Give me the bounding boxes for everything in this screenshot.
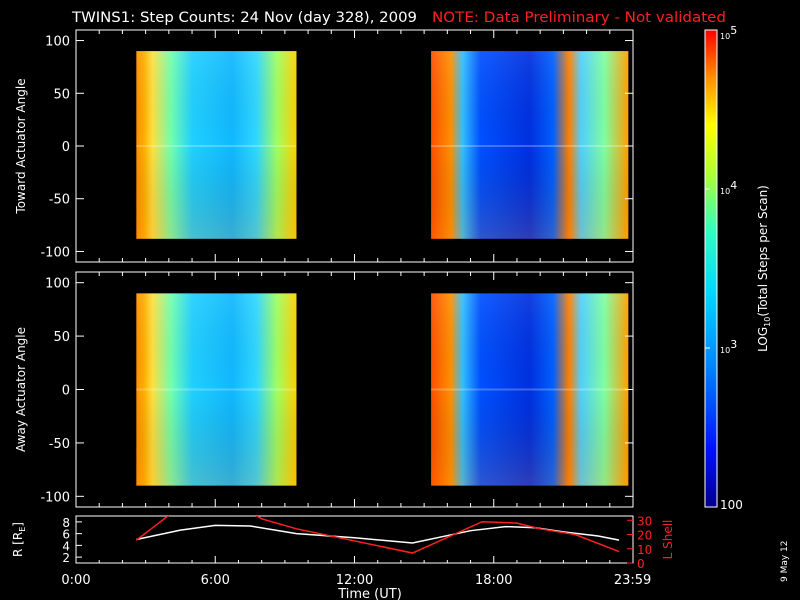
x-tick-label: 18:00 [475, 573, 512, 588]
orbit-series-lshell [135, 516, 620, 554]
panel-toward: 100 50 0 -50 -100 Toward Actuator Angle [14, 29, 634, 263]
heatmap-shading [136, 293, 297, 486]
orbit-left-label: R [RE] [11, 522, 27, 557]
y-axis-label: Toward Actuator Angle [14, 78, 28, 214]
colorbar-tick-label: 103 [720, 338, 737, 355]
time-axis: 0:00 6:00 12:00 18:00 23:59 [61, 556, 651, 588]
orbit-right-label: L Shell [661, 520, 675, 560]
orbit-left-tick-label: 6 [62, 528, 70, 542]
colorbar-scale [704, 29, 718, 508]
x-tick-label: 6:00 [201, 573, 230, 588]
orbit-series-r [136, 524, 620, 544]
orbit-right-tick-label: 0 [637, 557, 645, 571]
colorbar-tick-label: 104 [720, 179, 737, 196]
orbit-right-tick-label: 30 [637, 514, 652, 528]
colorbar: 105 104 103 100 LOG10(Total Steps per Scan) [704, 24, 772, 512]
orbit-right-tick-label: 20 [637, 529, 652, 543]
y-tick-label: 100 [45, 277, 70, 292]
y-tick-label: 50 [53, 330, 70, 345]
y-tick-label: -50 [49, 437, 70, 452]
orbit-left-tick-label: 8 [62, 516, 70, 530]
y-tick-label: -50 [49, 193, 70, 208]
x-tick-label: 12:00 [336, 573, 373, 588]
y-tick-label: 50 [53, 87, 70, 102]
x-axis-label: Time (UT) [337, 587, 402, 600]
heatmap-panels: 100 50 0 -50 -100 Toward Actuator Angle 100 50 0… [14, 29, 634, 508]
heatmap-shading [431, 51, 629, 239]
panel-away: 100 50 0 -50 -100 Away Actuator Angle [14, 271, 634, 508]
heatmap-shading [431, 293, 629, 486]
y-tick-label: 0 [62, 140, 70, 155]
orbit-right-tick-label: 10 [637, 543, 652, 557]
y-tick-label: 100 [45, 35, 70, 50]
y-tick-label: -100 [40, 245, 70, 260]
x-tick-label: 23:59 [614, 573, 651, 588]
colorbar-tick-label: 100 [720, 498, 743, 512]
x-tick-label: 0:00 [61, 573, 90, 588]
orbit-left-tick-label: 4 [62, 539, 70, 553]
orbit-left-tick-label: 2 [62, 551, 70, 565]
y-tick-label: -100 [40, 490, 70, 505]
colorbar-label: LOG10(Total Steps per Scan) [756, 185, 772, 352]
y-axis-label: Away Actuator Angle [14, 327, 28, 452]
chart-title: TWINS1: Step Counts: 24 Nov (day 328), 2… [71, 10, 417, 26]
heatmap-shading [136, 51, 297, 239]
colorbar-tick-label: 105 [720, 24, 737, 41]
y-tick-label: 0 [62, 384, 70, 399]
footer-date: 9 May 12 [780, 540, 790, 582]
preliminary-note: NOTE: Data Preliminary - Not validated [432, 10, 726, 26]
